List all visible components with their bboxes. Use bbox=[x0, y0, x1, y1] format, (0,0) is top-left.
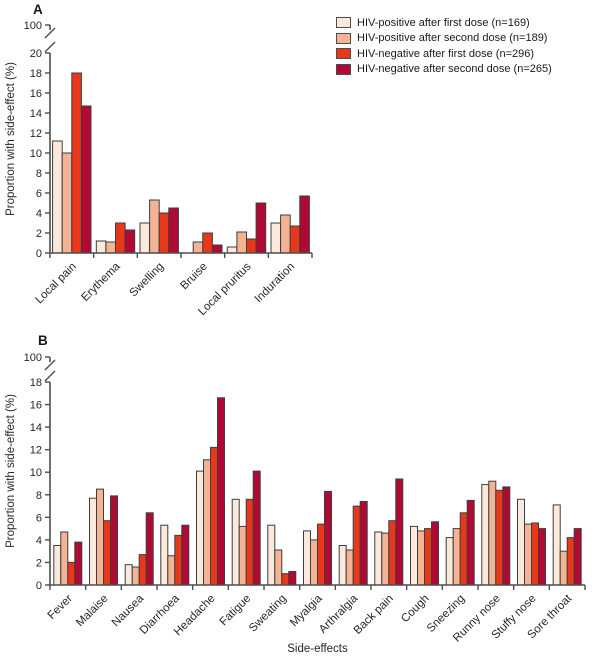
svg-text:8: 8 bbox=[36, 490, 42, 502]
svg-text:2: 2 bbox=[36, 557, 42, 569]
svg-text:6: 6 bbox=[36, 512, 42, 524]
svg-text:2: 2 bbox=[36, 228, 42, 240]
svg-text:Induration: Induration bbox=[253, 261, 298, 306]
legend-label: HIV-positive after first dose (n=169) bbox=[357, 16, 530, 29]
panel-a-label: A bbox=[33, 2, 43, 17]
svg-text:Malaise: Malaise bbox=[74, 593, 111, 630]
svg-text:14: 14 bbox=[30, 422, 42, 434]
svg-text:Side-effects: Side-effects bbox=[287, 643, 348, 655]
svg-text:100: 100 bbox=[24, 352, 42, 364]
svg-text:Proportion with side-effect (%: Proportion with side-effect (%) bbox=[5, 62, 17, 216]
svg-text:12: 12 bbox=[30, 445, 42, 457]
svg-text:16: 16 bbox=[30, 400, 42, 412]
legend-swatch-icon bbox=[336, 48, 351, 60]
legend-label: HIV-positive after second dose (n=189) bbox=[357, 32, 548, 45]
svg-text:Proportion with side-effect (%: Proportion with side-effect (%) bbox=[5, 394, 17, 548]
svg-text:20: 20 bbox=[30, 48, 42, 60]
legend-swatch-icon bbox=[336, 17, 351, 29]
legend-item: HIV-negative after second dose (n=265) bbox=[336, 62, 552, 78]
svg-text:16: 16 bbox=[30, 88, 42, 100]
panel-a-chart: 0 2 4 6 8 10 12 14 16 18 20 100 Local pain Erythema Sw… bbox=[5, 20, 313, 318]
svg-text:14: 14 bbox=[30, 108, 42, 120]
legend-swatch-icon bbox=[336, 32, 351, 44]
svg-text:Fatigue: Fatigue bbox=[218, 593, 254, 629]
legend-item: HIV-negative after first dose (n=296) bbox=[336, 46, 552, 62]
svg-text:100: 100 bbox=[24, 20, 42, 32]
svg-text:Erythema: Erythema bbox=[79, 260, 123, 304]
svg-text:Local pain: Local pain bbox=[33, 261, 79, 307]
panel-b-label: B bbox=[38, 333, 48, 348]
legend-swatch-icon bbox=[336, 63, 351, 75]
svg-text:10: 10 bbox=[30, 467, 42, 479]
svg-text:18: 18 bbox=[30, 377, 42, 389]
svg-text:Bruise: Bruise bbox=[178, 261, 210, 293]
legend-item: HIV-positive after second dose (n=189) bbox=[336, 31, 552, 47]
svg-text:Fever: Fever bbox=[46, 593, 75, 622]
svg-text:Sweating: Sweating bbox=[247, 593, 289, 635]
svg-text:4: 4 bbox=[36, 208, 42, 220]
svg-text:18: 18 bbox=[30, 68, 42, 80]
svg-text:4: 4 bbox=[36, 535, 42, 547]
legend-label: HIV-negative after second dose (n=265) bbox=[357, 63, 552, 76]
svg-text:0: 0 bbox=[36, 580, 42, 592]
svg-text:8: 8 bbox=[36, 168, 42, 180]
svg-text:6: 6 bbox=[36, 188, 42, 200]
legend-label: HIV-negative after first dose (n=296) bbox=[357, 47, 535, 60]
svg-text:0: 0 bbox=[36, 248, 42, 260]
svg-text:Cough: Cough bbox=[399, 593, 431, 625]
svg-text:10: 10 bbox=[30, 148, 42, 160]
legend-item: HIV-positive after first dose (n=169) bbox=[336, 15, 552, 31]
legend: HIV-positive after first dose (n=169) HIV… bbox=[336, 15, 552, 77]
svg-text:Swelling: Swelling bbox=[128, 261, 167, 300]
svg-text:12: 12 bbox=[30, 128, 42, 140]
